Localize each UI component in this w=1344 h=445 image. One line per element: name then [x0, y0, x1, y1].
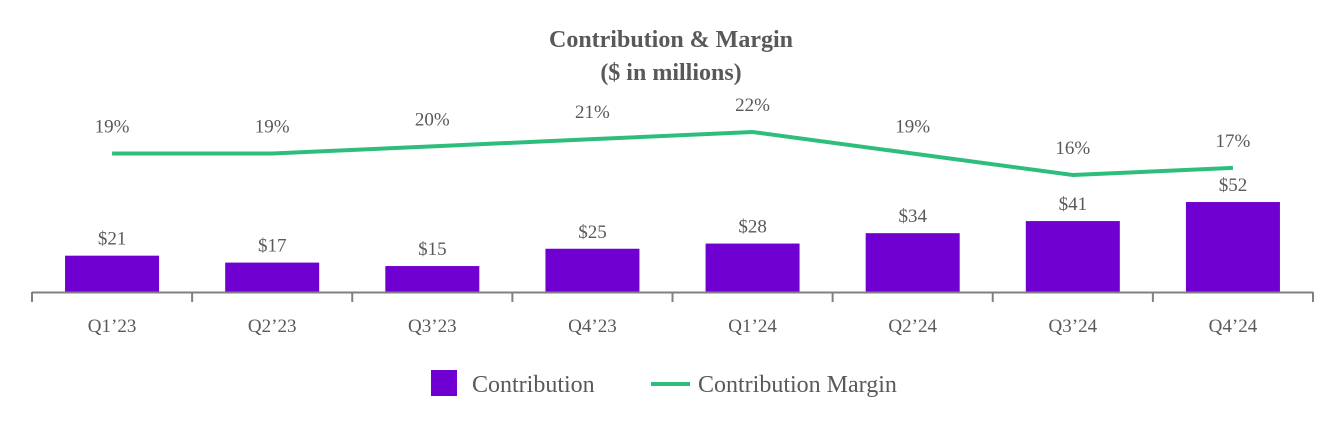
line-data-label: 20%: [415, 109, 450, 130]
bar-contribution: [1026, 221, 1120, 292]
bar-data-label: $17: [258, 236, 287, 257]
bar-data-label: $25: [578, 222, 607, 243]
x-tick-label: Q3’23: [408, 316, 457, 337]
bar-data-label: $34: [898, 206, 927, 227]
line-data-label: 21%: [575, 102, 610, 123]
line-data-label: 17%: [1216, 131, 1251, 152]
bar-contribution: [65, 256, 159, 292]
x-tick-label: Q3’24: [1049, 316, 1098, 337]
legend: Contribution Contribution Margin: [431, 370, 897, 398]
legend-swatch-contribution: [431, 370, 457, 396]
bar-contribution: [866, 233, 960, 292]
bar-data-label: $28: [738, 217, 767, 238]
legend-label-contribution: Contribution: [472, 372, 595, 398]
bar-data-label: $15: [418, 239, 447, 260]
bar-contribution: [1186, 202, 1280, 292]
line-data-label: 16%: [1055, 138, 1090, 159]
legend-label-contribution-margin: Contribution Margin: [698, 372, 897, 398]
line-data-label: 19%: [895, 117, 930, 138]
bar-data-label: $21: [98, 229, 127, 250]
line-data-label: 19%: [255, 117, 290, 138]
x-tick-label: Q4’24: [1209, 316, 1258, 337]
bar-contribution: [225, 263, 319, 292]
bar-data-label: $52: [1219, 175, 1248, 196]
x-tick-label: Q2’24: [888, 316, 937, 337]
x-tick-label: Q1’24: [728, 316, 777, 337]
x-tick-label: Q4’23: [568, 316, 617, 337]
line-data-label: 19%: [95, 117, 130, 138]
bar-data-label: $41: [1059, 194, 1088, 215]
bar-contribution: [545, 249, 639, 292]
line-data-label: 22%: [735, 95, 770, 116]
bar-contribution: [385, 266, 479, 292]
chart-title: Contribution & Margin: [549, 27, 793, 53]
chart-subtitle: ($ in millions): [600, 60, 741, 86]
bar-contribution: [706, 244, 800, 292]
x-tick-label: Q2’23: [248, 316, 297, 337]
x-tick-label: Q1’23: [88, 316, 137, 337]
